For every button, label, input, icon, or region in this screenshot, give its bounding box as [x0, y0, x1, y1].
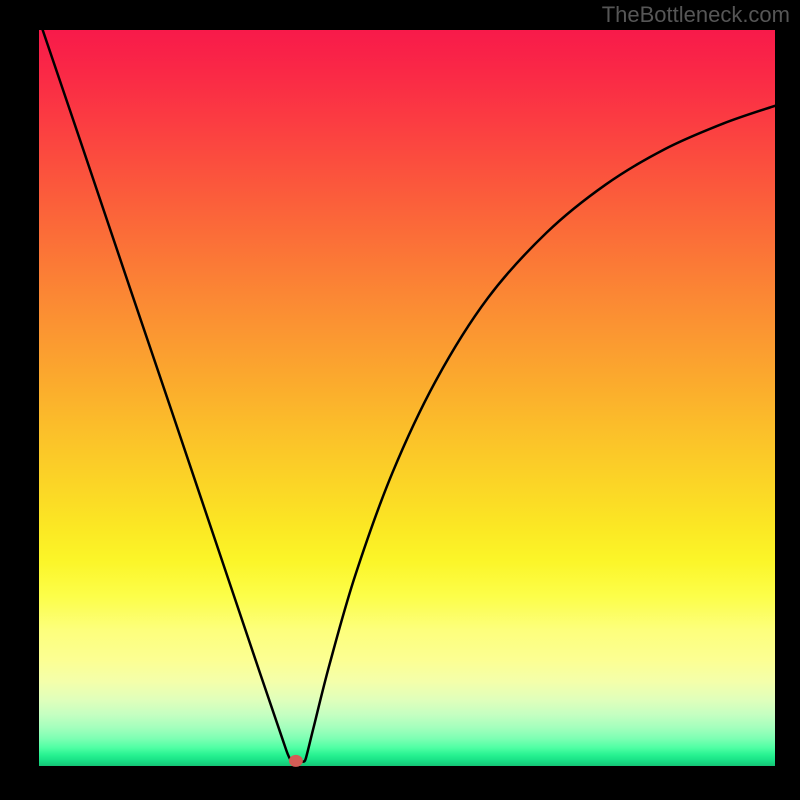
watermark-text: TheBottleneck.com	[602, 2, 790, 28]
minimum-marker	[289, 755, 303, 767]
chart-container: { "watermark": "TheBottleneck.com", "out…	[0, 0, 800, 800]
bottleneck-chart	[0, 0, 800, 800]
plot-gradient-background	[39, 30, 775, 766]
